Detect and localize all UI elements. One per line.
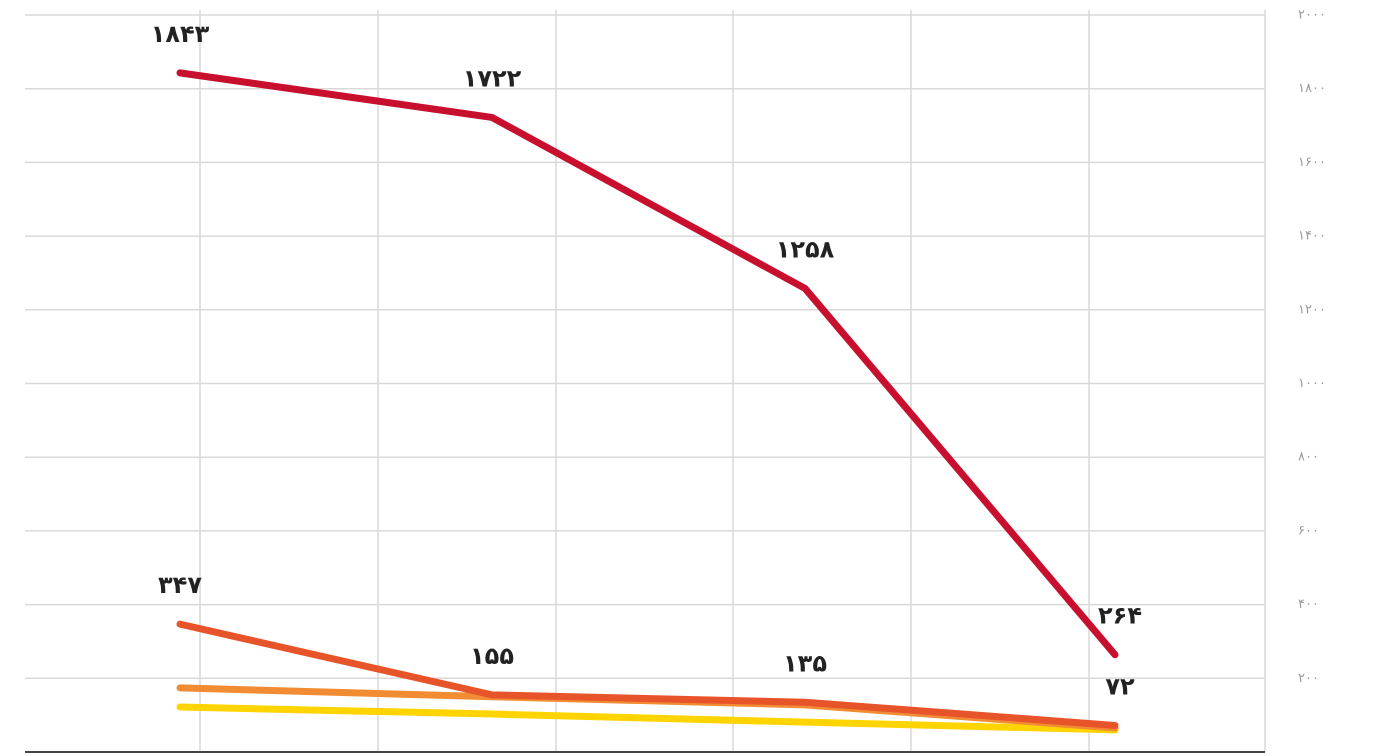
data-label: ۱۲۵۸ bbox=[776, 235, 835, 263]
y-tick-label: ۸۰۰ bbox=[1298, 450, 1319, 465]
data-label: ۱۵۵ bbox=[470, 642, 514, 670]
data-label: ۲۶۴ bbox=[1098, 602, 1142, 630]
series-line bbox=[176, 703, 1119, 734]
y-tick-label: ۱۸۰۰ bbox=[1298, 81, 1326, 96]
data-label: ۷۲ bbox=[1105, 672, 1135, 700]
y-tick-label: ۱۴۰۰ bbox=[1298, 229, 1326, 244]
y-tick-label: ۲۰۰ bbox=[1298, 671, 1319, 686]
series-line bbox=[176, 620, 1119, 729]
series-line bbox=[176, 69, 1119, 659]
data-label: ۳۴۷ bbox=[158, 571, 202, 599]
y-tick-label: ۱۰۰۰ bbox=[1298, 376, 1326, 391]
data-label: ۱۳۵ bbox=[783, 649, 827, 677]
y-tick-label: ۱۲۰۰ bbox=[1298, 302, 1326, 317]
y-tick-label: ۲۰۰۰ bbox=[1298, 8, 1326, 23]
y-tick-label: ۱۶۰۰ bbox=[1298, 155, 1326, 170]
x-grid bbox=[199, 10, 1266, 752]
data-label: ۱۷۲۲ bbox=[463, 64, 522, 92]
y-tick-label: ۴۰۰ bbox=[1298, 597, 1319, 612]
y-tick-label: ۶۰۰ bbox=[1298, 523, 1319, 538]
data-label: ۱۸۴۳ bbox=[151, 20, 210, 48]
